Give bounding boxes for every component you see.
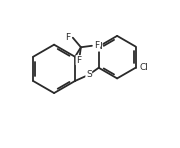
- Text: F: F: [94, 41, 100, 50]
- Text: F: F: [65, 33, 70, 42]
- Text: Cl: Cl: [140, 63, 148, 72]
- Text: F: F: [76, 56, 81, 65]
- Text: N: N: [95, 42, 102, 51]
- Text: S: S: [86, 70, 92, 79]
